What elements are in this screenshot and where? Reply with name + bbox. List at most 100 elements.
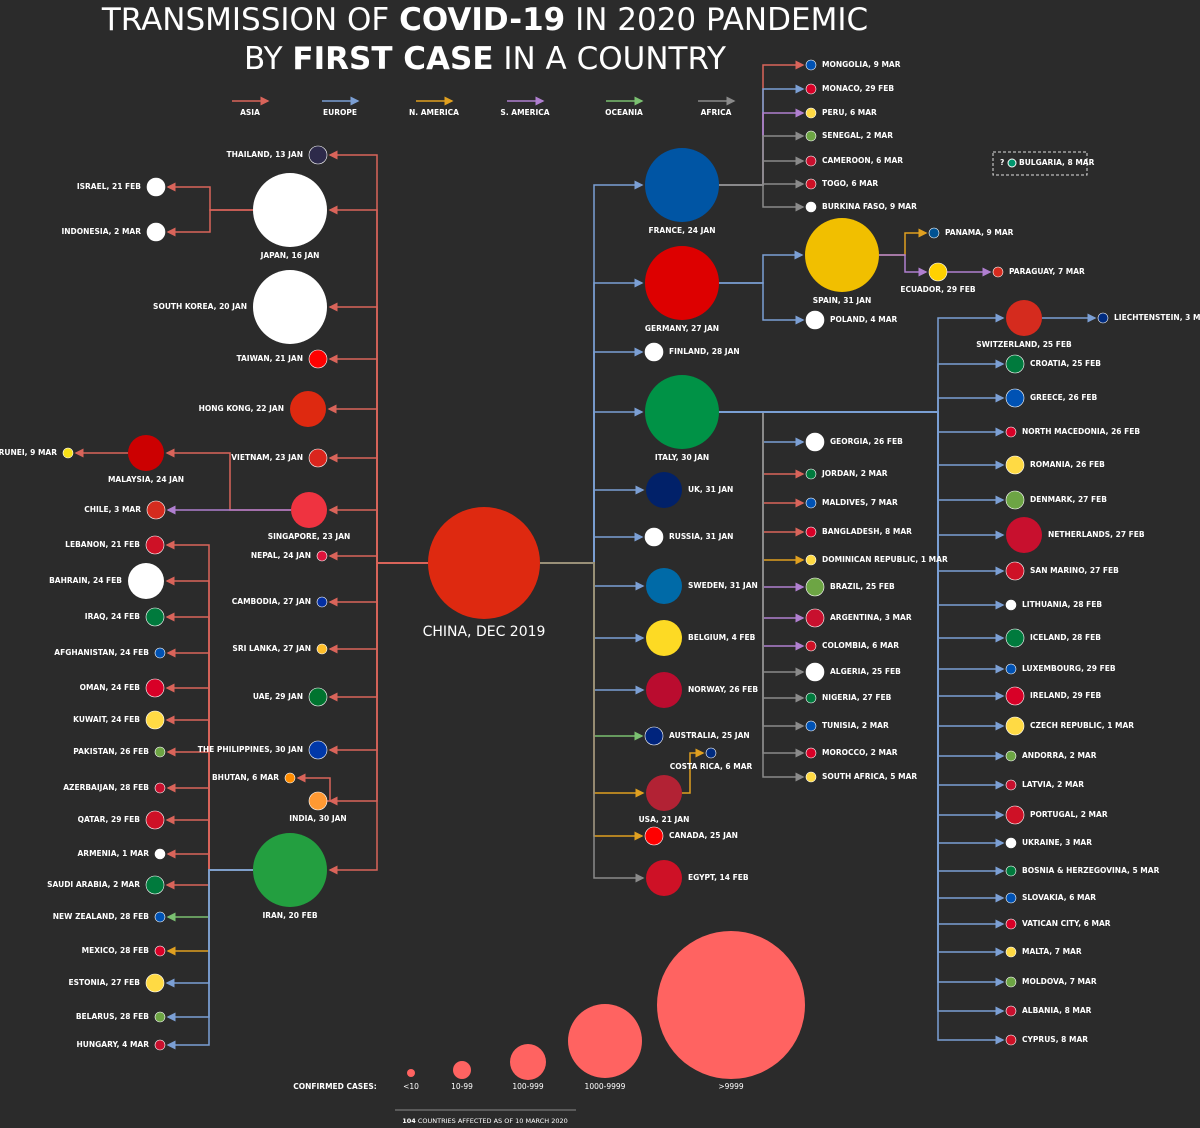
country-flag [145, 710, 165, 730]
country-flag [805, 155, 817, 167]
country-label: SINGAPORE, 23 JAN [268, 532, 351, 541]
country-flag [308, 740, 328, 760]
transmission-arrow [719, 282, 805, 325]
country-label: INDIA, 30 JAN [289, 814, 346, 823]
country-flag [1005, 663, 1017, 675]
country-label: MONGOLIA, 9 MAR [822, 60, 901, 69]
title-line: TRANSMISSION OF COVID-19 IN 2020 PANDEMI… [101, 2, 868, 38]
country-label: KUWAIT, 24 FEB [73, 715, 140, 724]
country-flag [1005, 1034, 1017, 1046]
country-label: BAHRAIN, 24 FEB [49, 576, 122, 585]
country-label: ANDORRA, 2 MAR [1022, 751, 1097, 760]
country-flag [146, 177, 166, 197]
country-flag [805, 692, 817, 704]
title-part: BY [244, 41, 292, 77]
country-label: ALBANIA, 8 MAR [1022, 1006, 1092, 1015]
transmission-arrow [166, 209, 253, 237]
country-flag [805, 178, 817, 190]
country-label: SWITZERLAND, 25 FEB [976, 340, 1072, 349]
country-label: ARGENTINA, 3 MAR [830, 613, 912, 622]
country-label: AUSTRALIA, 25 JAN [669, 731, 750, 740]
country-label: TAIWAN, 21 JAN [236, 354, 303, 363]
transmission-arrow [719, 411, 1005, 1045]
country-flag [645, 148, 719, 222]
title-part: TRANSMISSION OF [101, 2, 399, 38]
country-label: JORDAN, 2 MAR [821, 469, 888, 478]
country-flag [705, 747, 717, 759]
country-flag [253, 833, 327, 907]
country-flag [805, 218, 879, 292]
nodes: CHINA, DEC 2019 THAILAND, 13 JAN JAPAN, 16… [0, 59, 1200, 1051]
legend-label: S. AMERICA [500, 108, 549, 117]
country-label: DENMARK, 27 FEB [1030, 495, 1107, 504]
country-label: IRAQ, 24 FEB [85, 612, 141, 621]
country-flag [805, 107, 817, 119]
country-label: NORWAY, 26 FEB [688, 685, 758, 694]
transmission-arrow [879, 254, 928, 277]
country-flag [805, 432, 825, 452]
country-label: BANGLADESH, 8 MAR [822, 527, 912, 536]
size-circle [510, 1044, 546, 1080]
country-flag [146, 222, 166, 242]
country-flag [805, 662, 825, 682]
country-flag [646, 568, 682, 604]
country-flag [154, 911, 166, 923]
country-label: RUSSIA, 31 JAN [669, 532, 733, 541]
country-label: THE PHILIPPINES, 30 JAN [198, 745, 303, 754]
size-label: 100-999 [512, 1082, 544, 1091]
country-flag [1005, 805, 1025, 825]
country-flag [145, 535, 165, 555]
country-flag [146, 500, 166, 520]
country-label: MALTA, 7 MAR [1022, 947, 1082, 956]
country-label: BELARUS, 28 FEB [76, 1012, 149, 1021]
country-flag [1005, 918, 1017, 930]
country-label: NORTH MACEDONIA, 26 FEB [1022, 427, 1140, 436]
country-label: BHUTAN, 6 MAR [212, 773, 279, 782]
country-label: SPAIN, 31 JAN [813, 296, 871, 305]
country-flag [805, 310, 825, 330]
country-label: CAMBODIA, 27 JAN [232, 597, 311, 606]
country-label: MALAYSIA, 24 JAN [108, 475, 184, 484]
transmission-arrow [682, 748, 705, 794]
country-label: ARMENIA, 1 MAR [77, 849, 149, 858]
country-label: GEORGIA, 26 FEB [830, 437, 903, 446]
size-circle [568, 1004, 642, 1078]
country-flag [154, 1011, 166, 1023]
country-label: AFGHANISTAN, 24 FEB [54, 648, 149, 657]
country-flag [805, 608, 825, 628]
country-label: HONG KONG, 22 JAN [199, 404, 284, 413]
country-flag [646, 860, 682, 896]
country-label: FRANCE, 24 JAN [649, 226, 716, 235]
country-label: INDONESIA, 2 MAR [61, 227, 141, 236]
country-flag [1006, 300, 1042, 336]
country-label: SAUDI ARABIA, 2 MAR [47, 880, 140, 889]
country-label: LITHUANIA, 28 FEB [1022, 600, 1102, 609]
title-part: IN A COUNTRY [494, 41, 727, 77]
country-label: SLOVAKIA, 6 MAR [1022, 893, 1096, 902]
country-flag [62, 447, 74, 459]
country-label: MEXICO, 28 FEB [82, 946, 150, 955]
country-flag [646, 620, 682, 656]
country-label: PERU, 6 MAR [822, 108, 877, 117]
country-flag [645, 246, 719, 320]
country-flag [805, 201, 817, 213]
country-label: MOROCCO, 2 MAR [822, 748, 898, 757]
country-label: UKRAINE, 3 MAR [1022, 838, 1092, 847]
legend-label: OCEANIA [605, 108, 643, 117]
country-flag [1005, 976, 1017, 988]
country-flag [805, 771, 817, 783]
country-flag [145, 810, 165, 830]
transmission-arrow [719, 184, 805, 212]
country-label: CAMEROON, 6 MAR [822, 156, 903, 165]
country-label: BRUNEI, 9 MAR [0, 448, 57, 457]
country-label: FINLAND, 28 JAN [669, 347, 740, 356]
country-flag [291, 492, 327, 528]
country-label: PANAMA, 9 MAR [945, 228, 1014, 237]
legend-label: N. AMERICA [409, 108, 459, 117]
country-label: HUNGARY, 4 MAR [77, 1040, 150, 1049]
country-flag [1005, 426, 1017, 438]
country-label: DOMINICAN REPUBLIC, 1 MAR [822, 555, 948, 564]
country-flag [805, 497, 817, 509]
country-label: AZERBAIJAN, 28 FEB [63, 783, 149, 792]
